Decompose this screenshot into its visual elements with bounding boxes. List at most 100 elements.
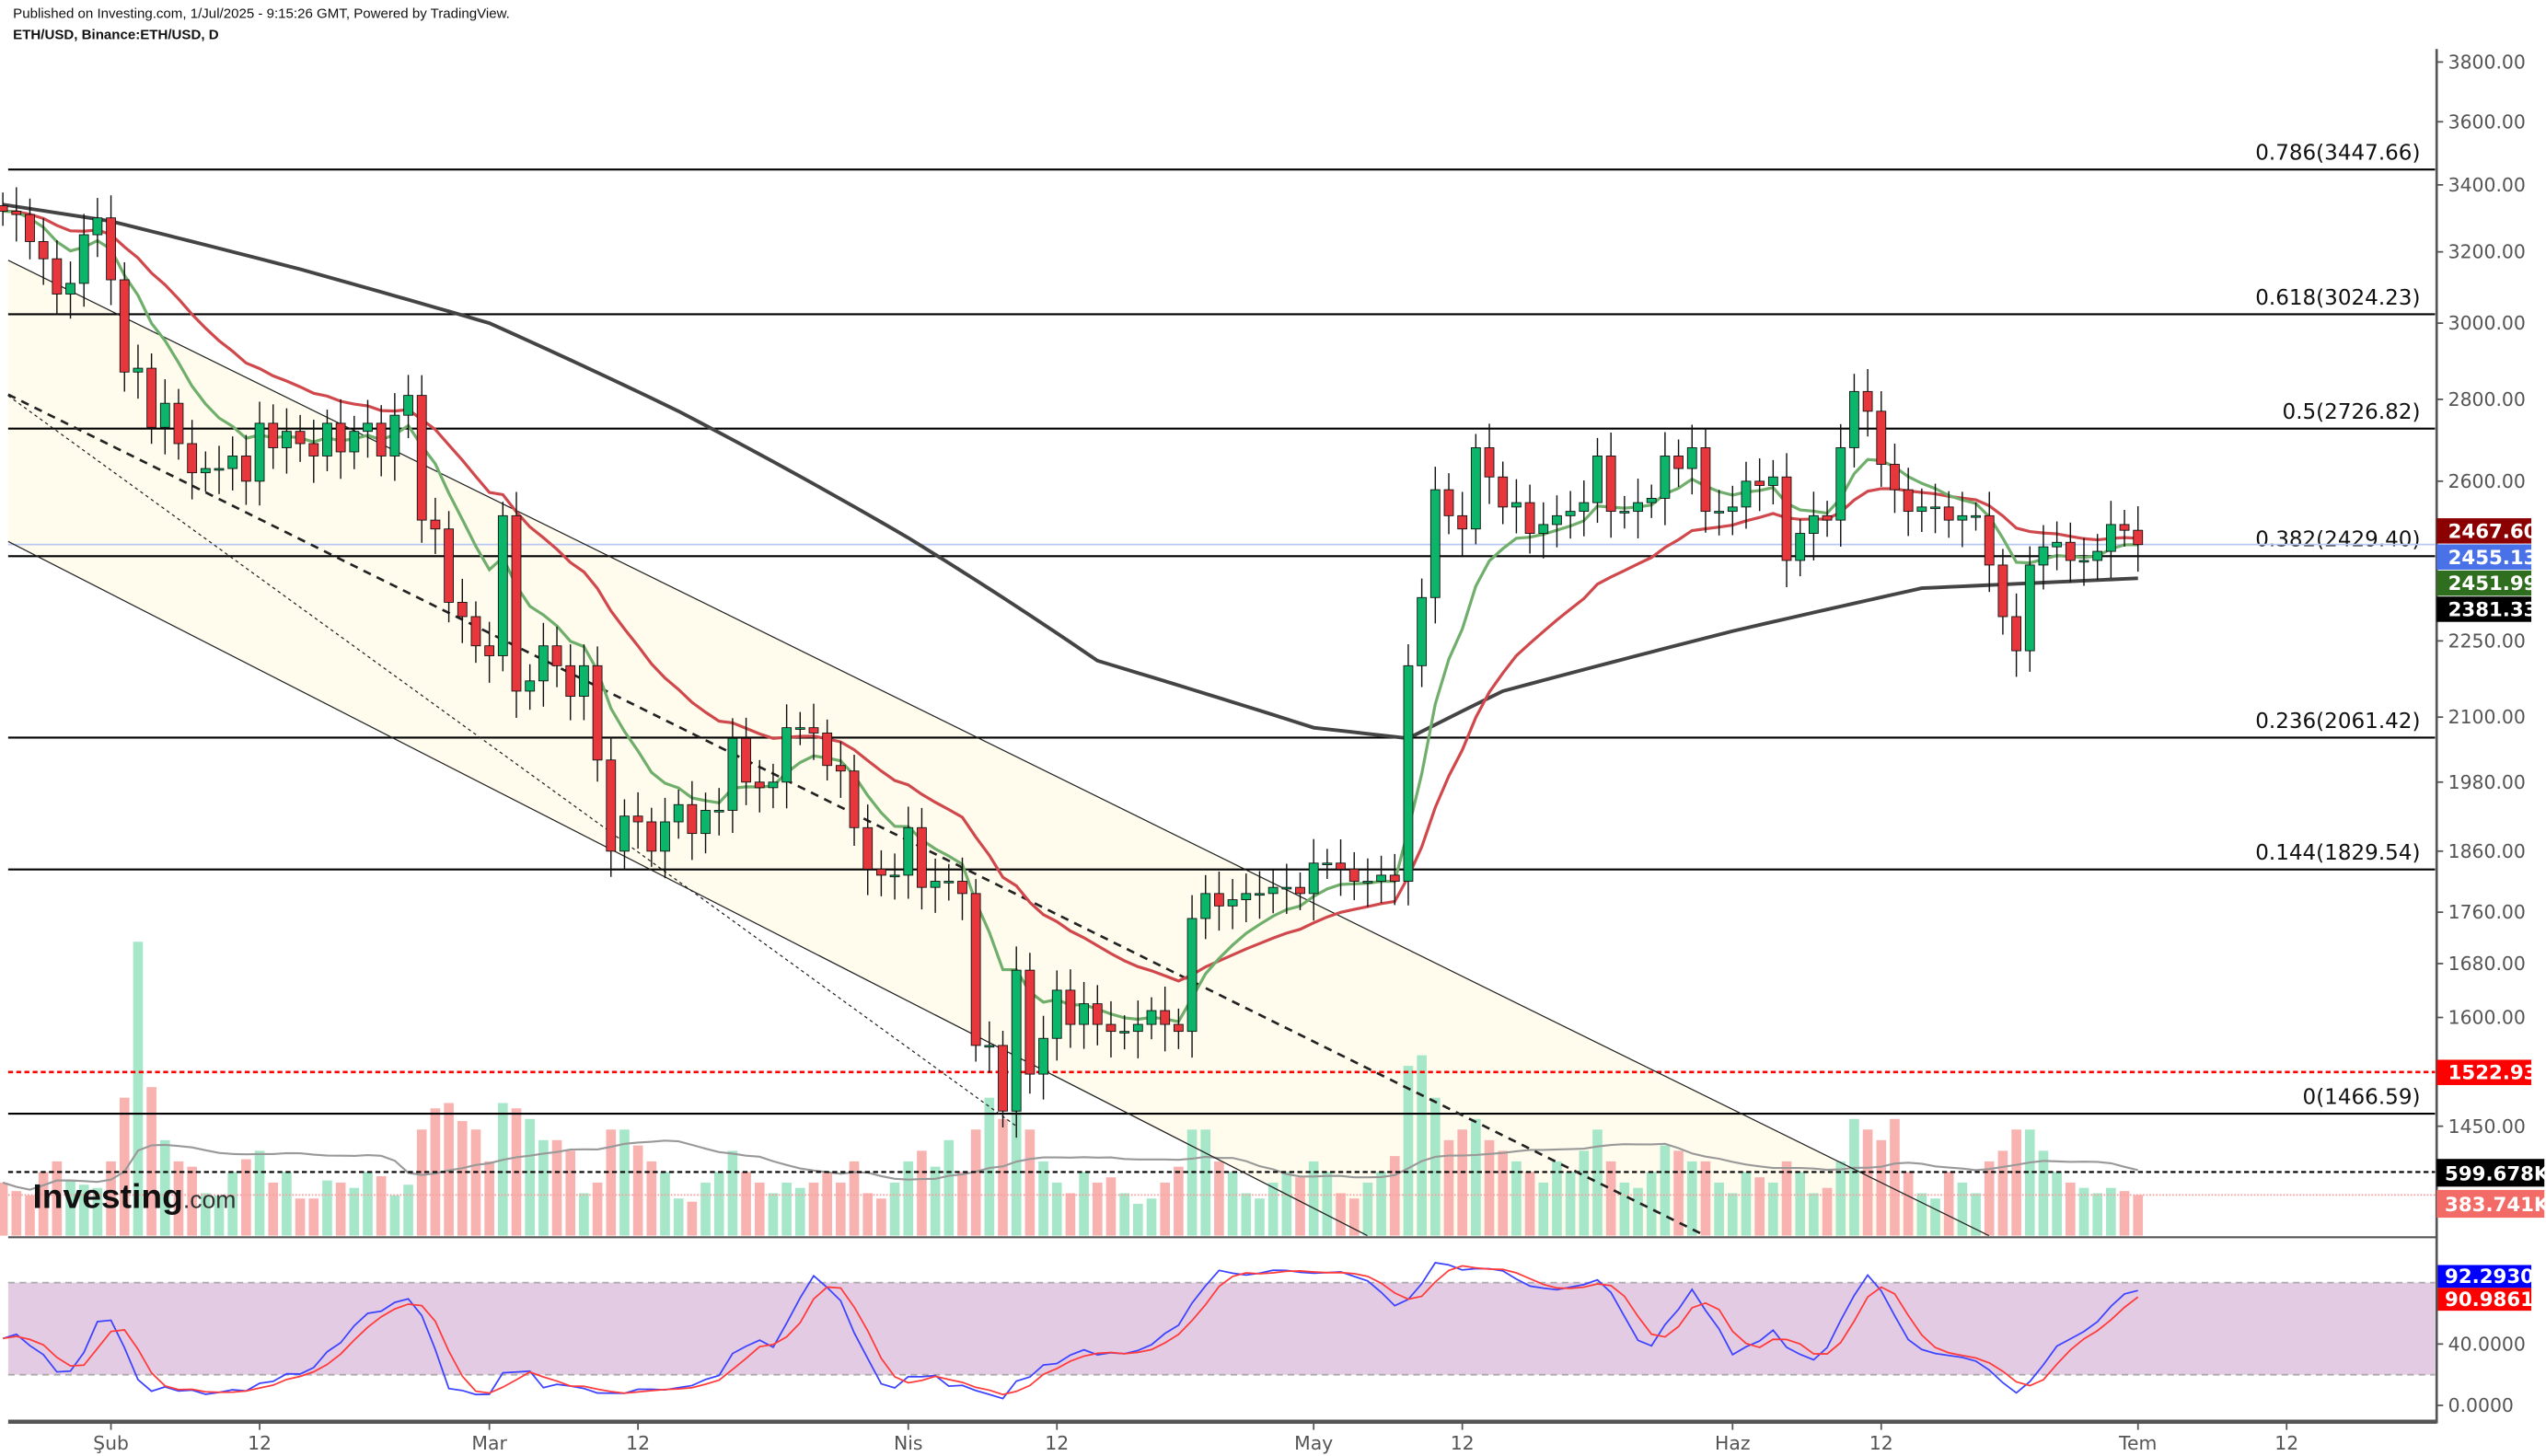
candle-body	[2133, 529, 2144, 546]
volume-bar	[2011, 1129, 2021, 1236]
volume-bar	[1376, 1172, 1386, 1236]
candle-body	[2119, 524, 2130, 531]
candle-body	[2092, 550, 2103, 561]
candle-body	[2078, 560, 2089, 563]
volume-bar	[619, 1129, 630, 1236]
candle-body	[1255, 893, 1265, 896]
candle-body	[159, 402, 170, 428]
candle-body	[1646, 498, 1657, 503]
candle-body	[917, 826, 927, 888]
candle-body	[1389, 874, 1400, 882]
volume-bar	[565, 1150, 576, 1236]
candle-body	[2011, 616, 2022, 652]
volume-bar	[1255, 1198, 1265, 1236]
candle-body	[1119, 1031, 1130, 1034]
candle-body	[1348, 868, 1360, 882]
volume-bar	[38, 1172, 49, 1236]
time-axis[interactable]: Şub 12 Mar 12 Nis 12 May 12 Haz 12 Tem 12	[93, 1421, 2298, 1454]
candle-body	[619, 815, 630, 852]
volume-bar	[1876, 1139, 1887, 1236]
candle-body	[1227, 899, 1238, 907]
candle-body	[1308, 862, 1319, 895]
volume-bar	[1443, 1139, 1454, 1236]
candle-body	[673, 803, 684, 823]
volume-bar	[2092, 1193, 2103, 1236]
time-tick-label: Nis	[894, 1432, 923, 1454]
candle-body	[578, 664, 589, 697]
volume-bars	[0, 942, 2436, 1236]
candle-body	[903, 826, 914, 876]
candle-body	[1930, 506, 1940, 510]
candle-body	[1011, 969, 1022, 1112]
price-tag-label: 2381.33	[2448, 599, 2538, 622]
candle-body	[1808, 514, 1819, 534]
volume-bar	[1605, 1161, 1616, 1236]
candle-body	[1876, 410, 1887, 465]
candle-body	[592, 664, 603, 761]
candle-body	[1173, 1023, 1184, 1033]
volume-bar	[1754, 1177, 1765, 1236]
volume-bar	[201, 1193, 211, 1236]
candle-body	[1281, 886, 1292, 890]
volume-bar	[1484, 1139, 1495, 1236]
volume-bar	[106, 1161, 116, 1236]
candle-body	[875, 868, 886, 876]
volume-bar	[632, 1145, 643, 1236]
price-tag-label: 1522.93	[2448, 1062, 2538, 1085]
candle-body	[1781, 476, 1792, 561]
volume-bar	[836, 1182, 846, 1236]
candle-body	[1417, 596, 1428, 666]
price-tag-label: 2467.60	[2448, 520, 2538, 543]
candle-body	[889, 874, 900, 878]
candle-body	[1903, 489, 1914, 513]
volume-bar	[1038, 1161, 1048, 1236]
candle-body	[1957, 514, 1968, 521]
volume-bar	[187, 1166, 197, 1236]
symbol-title: ETH/USD, Binance:ETH/USD, D	[13, 28, 219, 43]
volume-bar	[713, 1172, 724, 1236]
candle-body	[1579, 502, 1590, 513]
time-tick-label: 12	[248, 1432, 272, 1454]
volume-bar	[1403, 1066, 1414, 1236]
volume-bar	[173, 1161, 184, 1236]
volume-bar	[1295, 1177, 1305, 1236]
candle-body	[376, 422, 387, 456]
volume-bar	[1984, 1161, 1995, 1236]
price-axis[interactable]: 3800.00 3600.00 3400.00 3200.00 3000.00 2800.…	[2436, 51, 2526, 1138]
volume-bar	[1835, 1161, 1846, 1236]
candle-body	[835, 765, 846, 772]
volume-bar	[1957, 1182, 1968, 1236]
candle-body	[822, 732, 833, 767]
volume-bar	[525, 1118, 536, 1236]
fib-label: 0(1466.59)	[2303, 1085, 2421, 1109]
candle-body	[322, 422, 332, 456]
price-tag	[2436, 544, 2532, 570]
candle-body	[1767, 476, 1778, 486]
candle-body	[1605, 456, 1616, 513]
candle-body	[146, 367, 157, 428]
price-tick-label: 1680.00	[2448, 953, 2526, 975]
volume-bar	[2078, 1187, 2089, 1236]
candle-body	[78, 234, 89, 284]
candle-body	[930, 881, 941, 888]
volume-bar	[660, 1172, 670, 1236]
candle-body	[484, 645, 495, 656]
volume-bar	[1079, 1172, 1089, 1236]
volume-bar	[687, 1201, 698, 1236]
volume-bar	[470, 1129, 481, 1236]
stoch-tag-label: 90.9861	[2445, 1288, 2534, 1312]
volume-bar	[2052, 1172, 2062, 1236]
candle-body	[943, 881, 955, 884]
candle-body	[403, 395, 413, 416]
candle-body	[1660, 456, 1671, 499]
candle-body	[254, 422, 265, 482]
candle-body	[862, 826, 874, 870]
volume-bar	[1214, 1161, 1224, 1236]
volume-bar	[808, 1182, 819, 1236]
candle-body	[1092, 1003, 1103, 1025]
volume-bar	[1646, 1172, 1657, 1236]
candle-body	[632, 815, 643, 823]
stoch-tag-label: 92.2930	[2445, 1265, 2534, 1288]
